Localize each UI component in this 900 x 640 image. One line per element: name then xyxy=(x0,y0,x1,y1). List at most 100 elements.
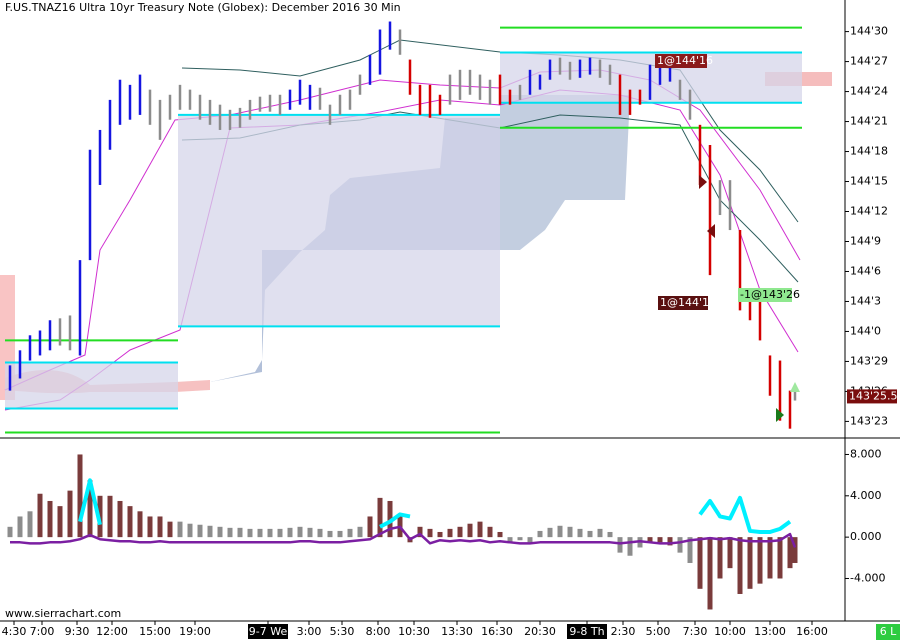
y-tick-label: 143'29 xyxy=(850,354,888,367)
x-tick-label: 9-7 We xyxy=(249,625,288,638)
histogram-bar xyxy=(207,525,213,538)
histogram-bar xyxy=(477,521,483,538)
histogram-bar xyxy=(77,454,83,538)
histogram-bar xyxy=(787,537,793,569)
histogram-bar xyxy=(777,537,783,579)
histogram-bar xyxy=(317,528,323,538)
volume-profile xyxy=(500,95,630,250)
y-tick-label: 144'15 xyxy=(850,175,888,188)
x-tick-label: 13:30 xyxy=(441,625,473,638)
x-tick-label: 15:00 xyxy=(139,625,171,638)
histogram-bar xyxy=(727,537,733,569)
x-tick-label: 8:00 xyxy=(366,625,391,638)
histogram-bar xyxy=(27,511,33,538)
indicator-line xyxy=(10,525,797,548)
y-tick-label: -4.000 xyxy=(850,571,885,584)
y-tick-label: 144'24 xyxy=(850,85,888,98)
histogram-bar xyxy=(627,537,633,556)
x-tick-box xyxy=(567,624,607,639)
x-tick-label: 7:00 xyxy=(30,625,55,638)
histogram-bar xyxy=(217,526,223,538)
x-tick-label: 16:00 xyxy=(796,625,828,638)
histogram-bar xyxy=(177,521,183,538)
histogram-bar xyxy=(147,516,153,538)
x-tick-label: 9-8 Th xyxy=(569,625,604,638)
status: 6 L xyxy=(880,625,897,638)
histogram-bar xyxy=(337,530,343,538)
histogram-bar xyxy=(107,495,113,538)
histogram-bar xyxy=(587,530,593,538)
histogram-bar xyxy=(497,531,503,538)
histogram-bar xyxy=(457,526,463,538)
last-price-box xyxy=(847,389,897,404)
histogram-bar xyxy=(127,506,133,538)
histogram-bar xyxy=(267,528,273,538)
histogram-bar xyxy=(307,527,313,538)
y-tick-label: 0.000 xyxy=(850,530,882,543)
histogram-bar xyxy=(17,516,23,538)
status-box xyxy=(876,624,900,640)
histogram-bar xyxy=(357,526,363,538)
y-tick-label: 143'23 xyxy=(850,414,888,427)
indicator-line xyxy=(78,478,792,534)
histogram-bar xyxy=(137,511,143,538)
histogram-bar xyxy=(647,537,653,543)
histogram-bar xyxy=(537,530,543,538)
x-tick-label: 13:00 xyxy=(754,625,786,638)
value-area xyxy=(5,362,178,409)
histogram-bar xyxy=(617,537,623,553)
trade-marker xyxy=(790,382,800,392)
histogram-bar xyxy=(237,527,243,538)
x-tick-label: 4:30 xyxy=(2,625,27,638)
trade-label-box xyxy=(738,288,792,302)
histogram-bar xyxy=(677,537,683,553)
histogram-bar xyxy=(167,521,173,538)
histogram-bar xyxy=(557,525,563,538)
histogram-bar xyxy=(447,528,453,538)
histogram-bar xyxy=(57,506,63,538)
x-tick-label: 19:00 xyxy=(179,625,211,638)
histogram-bar xyxy=(157,516,163,538)
histogram-bar xyxy=(657,537,663,543)
histogram-bar xyxy=(247,528,253,538)
histogram-bar xyxy=(527,537,533,543)
x-tick-box xyxy=(248,624,288,639)
y-tick-label: 4.000 xyxy=(850,489,882,502)
y-tick-label: 144'21 xyxy=(850,115,888,128)
histogram-bar xyxy=(47,500,53,538)
y-tick-label: 144'9 xyxy=(850,234,881,247)
histogram-bar xyxy=(792,537,798,563)
histogram-bar xyxy=(377,497,383,538)
histogram-bar xyxy=(597,528,603,538)
x-tick-label: 3:00 xyxy=(297,625,322,638)
histogram-bar xyxy=(87,480,93,538)
histogram-bar xyxy=(547,527,553,538)
histogram-bar xyxy=(197,524,203,538)
x-tick-label: 2:30 xyxy=(611,625,636,638)
y-tick-label: 8.000 xyxy=(850,447,882,460)
histogram-bar xyxy=(767,537,773,579)
histogram-bar xyxy=(487,526,493,538)
value-area xyxy=(178,114,500,327)
y-tick-label: 144'6 xyxy=(850,264,881,277)
histogram-bar xyxy=(257,528,263,538)
histogram-bar xyxy=(417,526,423,538)
x-tick-label: 9:30 xyxy=(65,625,90,638)
histogram-bar xyxy=(697,537,703,589)
trade-marker xyxy=(699,175,707,189)
trade-label-box xyxy=(658,296,708,310)
histogram-bar xyxy=(187,523,193,538)
chart-title: F.US.TNAZ16 Ultra 10yr Treasury Note (Gl… xyxy=(5,1,401,14)
histogram-bar xyxy=(347,528,353,538)
histogram-bar xyxy=(67,490,73,538)
histogram-bar xyxy=(327,530,333,538)
y-tick-label: 144'27 xyxy=(850,55,888,68)
x-tick-label: 20:30 xyxy=(524,625,556,638)
histogram-bar xyxy=(507,537,513,543)
x-tick-label: 10:00 xyxy=(714,625,746,638)
y-tick-label: 144'3 xyxy=(850,294,881,307)
x-tick-label: 7:30 xyxy=(683,625,708,638)
trade-label-box xyxy=(655,54,707,68)
histogram-bar xyxy=(287,527,293,538)
